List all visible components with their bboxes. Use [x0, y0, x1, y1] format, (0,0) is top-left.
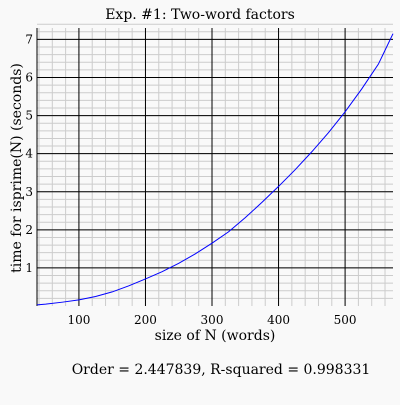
x-tick-label: 400	[267, 313, 290, 327]
chart-footer: Order = 2.447839, R-squared = 0.998331	[72, 362, 371, 378]
series-line-0	[36, 33, 394, 306]
x-tick-label: 300	[201, 313, 224, 327]
y-tick-label: 7	[25, 32, 33, 46]
series-layer	[36, 33, 394, 306]
x-tick-label: 100	[67, 313, 90, 327]
tick-labels: 100 200 300 400 500 1 2 3 4 5 6 7	[25, 32, 356, 327]
y-tick-label: 6	[25, 71, 33, 85]
y-tick-label: 1	[25, 261, 33, 275]
minor-grid	[37, 23, 393, 306]
major-grid	[36, 28, 393, 306]
y-tick-label: 5	[25, 109, 33, 123]
y-axis-label: time for isprime(N) (seconds)	[9, 63, 25, 273]
y-tick-label: 2	[25, 223, 33, 237]
x-tick-label: 500	[334, 313, 357, 327]
y-tick-label: 4	[25, 147, 33, 161]
x-tick-label: 200	[134, 313, 157, 327]
x-axis-label: size of N (words)	[155, 328, 276, 344]
chart-title: Exp. #1: Two-word factors	[105, 7, 295, 23]
y-tick-label: 3	[25, 185, 33, 199]
